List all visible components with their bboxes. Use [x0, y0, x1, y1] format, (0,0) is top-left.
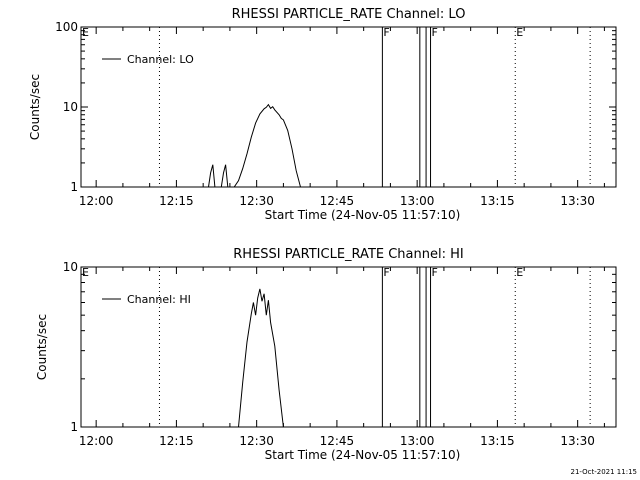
y-axis-label: Counts/sec [35, 314, 49, 380]
annotation-label: F [383, 266, 389, 279]
x-axis-label: Start Time (24-Nov-05 11:57:10) [265, 208, 461, 222]
annotation-label: F [432, 266, 438, 279]
x-tick-label: 12:00 [79, 434, 114, 448]
y-tick-label: 1 [70, 180, 78, 194]
annotation-label: E [82, 266, 89, 279]
lo-channel-plot: RHESSI PARTICLE_RATE Channel: LO 1 10 100 12… [28, 7, 617, 222]
x-tick-label: 13:30 [560, 194, 595, 208]
plot-frame [80, 26, 617, 188]
chart-title: RHESSI PARTICLE_RATE Channel: LO [232, 7, 466, 22]
y-tick-label: 10 [63, 100, 78, 114]
legend-label: Channel: HI [127, 293, 191, 306]
series-line [208, 103, 301, 188]
y-tick-label: 10 [63, 260, 78, 274]
x-tick-label: 12:30 [239, 434, 274, 448]
series-line [238, 288, 284, 428]
x-tick-label: 12:45 [320, 434, 355, 448]
y-tick-label: 100 [55, 20, 78, 34]
annotation-label: E [516, 266, 523, 279]
footer-timestamp: 21-Oct-2021 11:15 [571, 468, 637, 476]
plot-frame [80, 266, 617, 428]
x-tick-label: 12:30 [239, 194, 274, 208]
annotation-label: E [516, 26, 523, 39]
annotation-label: F [432, 26, 438, 39]
x-tick-label: 13:15 [480, 194, 515, 208]
x-tick-label: 12:00 [79, 194, 114, 208]
x-tick-label: 13:15 [480, 434, 515, 448]
x-tick-label: 13:00 [400, 194, 435, 208]
x-tick-label: 12:15 [159, 434, 194, 448]
x-tick-label: 12:45 [320, 194, 355, 208]
legend-label: Channel: LO [127, 53, 194, 66]
annotation-label: E [82, 26, 89, 39]
hi-channel-plot: RHESSI PARTICLE_RATE Channel: HI 1 10 12:00… [35, 247, 617, 462]
x-tick-label: 12:15 [159, 194, 194, 208]
x-tick-label: 13:30 [560, 434, 595, 448]
y-axis-label: Counts/sec [28, 74, 42, 140]
x-axis-label: Start Time (24-Nov-05 11:57:10) [265, 448, 461, 462]
chart-title: RHESSI PARTICLE_RATE Channel: HI [233, 247, 463, 262]
y-tick-label: 1 [70, 420, 78, 434]
x-tick-label: 13:00 [400, 434, 435, 448]
annotation-label: F [383, 26, 389, 39]
